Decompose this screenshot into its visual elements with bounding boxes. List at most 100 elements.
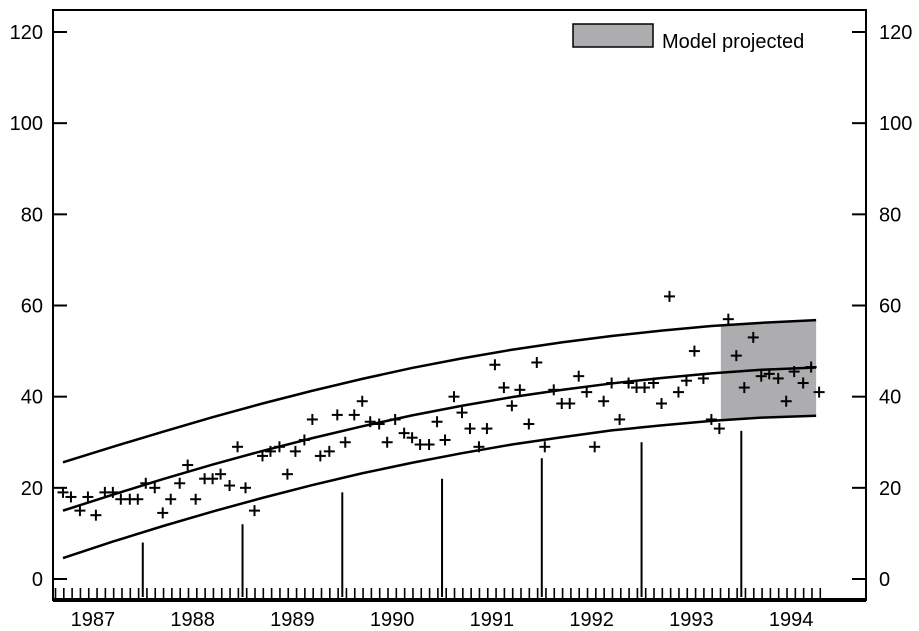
data-point: [132, 493, 144, 505]
data-point: [356, 395, 368, 407]
x-tick-label: 1994: [769, 609, 814, 631]
x-tick-label: 1992: [569, 609, 614, 631]
data-point: [755, 370, 767, 382]
data-point: [331, 409, 343, 421]
data-point: [439, 434, 451, 446]
plot-frame: [52, 9, 867, 601]
data-point: [813, 386, 825, 398]
data-point: [157, 507, 169, 519]
data-point: [373, 418, 385, 430]
data-point: [82, 491, 94, 503]
data-point: [182, 459, 194, 471]
x-axis-ticks: 1987 1988 1989 1990 1991 1992 1993 1994: [53, 588, 866, 631]
curve-upper: [62, 318, 817, 464]
y-tick-label-right: 20: [879, 478, 901, 500]
legend-swatch: [572, 23, 654, 48]
data-point: [805, 361, 817, 373]
data-point: [165, 493, 177, 505]
data-point: [498, 382, 510, 394]
data-point: [780, 395, 792, 407]
data-point: [730, 350, 742, 362]
data-point: [348, 409, 360, 421]
data-point: [672, 386, 684, 398]
data-point: [256, 450, 268, 462]
data-point: [564, 398, 576, 410]
data-point: [140, 477, 152, 489]
data-point: [232, 441, 244, 453]
data-point: [663, 290, 675, 302]
data-point: [747, 331, 759, 343]
data-point: [207, 473, 219, 485]
data-point: [306, 413, 318, 425]
data-point: [581, 386, 593, 398]
vertical-bar-layer: [141, 430, 743, 597]
data-point: [573, 370, 585, 382]
data-point: [389, 413, 401, 425]
data-point: [523, 418, 535, 430]
data-point: [149, 482, 161, 494]
data-point: [738, 382, 750, 394]
y-axis-ticks: 0 0 20 20 40 40 60 60 80 80 100 100 120 120: [10, 22, 913, 591]
data-point: [763, 368, 775, 380]
y-tick-label-right: 80: [879, 204, 901, 226]
data-point: [772, 372, 784, 384]
x-tick-label: 1989: [270, 609, 315, 631]
data-point: [224, 480, 236, 492]
data-point: [688, 345, 700, 357]
data-point: [705, 413, 717, 425]
data-point: [289, 445, 301, 457]
data-point: [249, 505, 261, 517]
data-point: [215, 468, 227, 480]
data-point: [539, 441, 551, 453]
data-point: [174, 477, 186, 489]
curve-lower: [62, 414, 817, 560]
data-point: [697, 372, 709, 384]
data-point: [90, 509, 102, 521]
data-point: [240, 482, 252, 494]
data-point: [598, 395, 610, 407]
data-point: [531, 356, 543, 368]
data-point: [339, 436, 351, 448]
y-tick-label-left: 40: [21, 387, 43, 409]
data-point: [456, 407, 468, 419]
data-point: [614, 413, 626, 425]
data-point: [548, 384, 560, 396]
point-layer: [57, 290, 825, 521]
y-tick-label-left: 120: [10, 22, 43, 44]
data-point: [65, 491, 77, 503]
data-point: [431, 416, 443, 428]
data-point: [623, 377, 635, 389]
data-point: [788, 366, 800, 378]
data-point: [323, 445, 335, 457]
x-tick-label: 1991: [470, 609, 515, 631]
data-point: [273, 441, 285, 453]
data-point: [722, 313, 734, 325]
data-point: [398, 427, 410, 439]
legend: Model projected: [572, 23, 804, 53]
y-tick-label-right: 40: [879, 387, 901, 409]
data-point: [514, 384, 526, 396]
data-point: [107, 486, 119, 498]
data-point: [264, 445, 276, 457]
data-point: [298, 434, 310, 446]
data-point: [190, 493, 202, 505]
y-tick-label-left: 0: [32, 569, 43, 591]
y-tick-label-right: 120: [879, 22, 912, 44]
data-point: [481, 423, 493, 435]
data-point: [797, 377, 809, 389]
data-point: [506, 400, 518, 412]
data-point: [473, 441, 485, 453]
y-tick-label-right: 60: [879, 296, 901, 318]
y-tick-label-left: 100: [10, 113, 43, 135]
x-tick-label: 1988: [170, 609, 215, 631]
data-point: [364, 416, 376, 428]
data-point: [406, 432, 418, 444]
y-tick-label-right: 100: [879, 113, 912, 135]
x-tick-label: 1990: [370, 609, 415, 631]
data-point: [648, 377, 660, 389]
y-tick-label-left: 20: [21, 478, 43, 500]
y-tick-label-right: 0: [879, 569, 890, 591]
data-point: [489, 359, 501, 371]
data-point: [639, 382, 651, 394]
